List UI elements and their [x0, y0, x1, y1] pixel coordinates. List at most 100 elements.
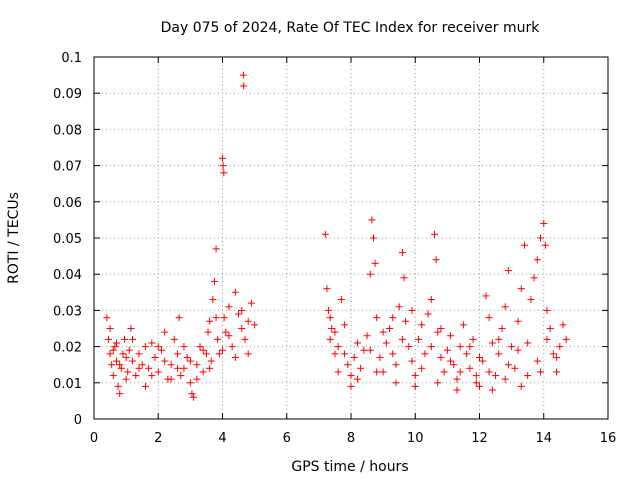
data-point — [524, 372, 532, 380]
data-point — [421, 350, 429, 358]
data-point — [440, 368, 448, 376]
data-point — [437, 325, 445, 332]
data-point — [238, 325, 246, 332]
data-point — [341, 350, 349, 358]
data-point — [520, 241, 528, 249]
data-point — [325, 306, 333, 314]
data-point — [379, 368, 387, 376]
data-point — [106, 325, 114, 332]
data-point — [469, 335, 477, 343]
data-point — [368, 216, 376, 224]
data-point — [331, 328, 339, 336]
data-point — [466, 343, 474, 351]
data-point — [472, 379, 480, 387]
data-point — [161, 357, 169, 365]
data-point — [231, 288, 239, 296]
data-point — [363, 332, 371, 340]
data-point — [373, 368, 381, 376]
data-point — [344, 361, 352, 369]
data-point — [495, 335, 503, 343]
data-point — [553, 353, 561, 361]
x-tick-label: 8 — [347, 431, 355, 446]
data-point — [453, 386, 461, 394]
x-tick-label: 12 — [471, 431, 488, 446]
data-point — [334, 368, 342, 376]
x-tick-labels: 0 2 4 6 8 10 12 14 16 — [90, 431, 616, 446]
data-point — [210, 277, 218, 285]
data-point — [559, 321, 567, 329]
data-point — [199, 368, 207, 376]
data-point — [479, 357, 487, 365]
data-point — [138, 361, 146, 369]
x-tick-label: 2 — [154, 431, 162, 446]
data-point — [459, 321, 467, 329]
y-tick-label: 0.05 — [53, 232, 82, 247]
data-point — [456, 368, 464, 376]
data-point — [472, 372, 480, 380]
data-point — [186, 357, 194, 365]
data-point — [524, 339, 532, 347]
x-tick-label: 14 — [535, 431, 552, 446]
data-point — [389, 350, 397, 358]
data-point — [199, 346, 207, 354]
data-point — [183, 353, 191, 361]
data-point — [366, 270, 374, 278]
data-point — [247, 299, 255, 307]
data-point — [122, 375, 130, 383]
data-point — [209, 296, 217, 304]
data-point — [188, 390, 196, 398]
data-point — [135, 350, 143, 358]
data-point — [337, 296, 345, 304]
data-point — [543, 306, 551, 314]
data-point — [537, 234, 545, 242]
x-tick-label: 10 — [407, 431, 424, 446]
data-point — [151, 353, 159, 361]
data-point — [408, 306, 416, 314]
data-point — [527, 296, 535, 304]
data-point — [244, 350, 252, 358]
data-point — [517, 382, 525, 390]
data-point — [104, 335, 112, 343]
data-point — [103, 314, 111, 322]
data-point — [129, 335, 137, 343]
data-point — [148, 372, 156, 380]
data-point — [334, 343, 342, 351]
data-point — [414, 335, 422, 343]
data-point — [190, 393, 198, 401]
data-point — [431, 230, 439, 238]
data-point — [408, 357, 416, 365]
data-point — [125, 346, 133, 354]
data-point — [174, 350, 182, 358]
data-points — [103, 71, 570, 401]
y-tick-labels: 0 0.01 0.02 0.03 0.04 0.05 0.06 0.07 0.08 0.09 0.1 — [53, 51, 82, 428]
data-point — [402, 317, 410, 325]
data-point — [398, 335, 406, 343]
data-point — [353, 375, 361, 383]
data-point — [157, 346, 165, 354]
data-point — [508, 343, 516, 351]
data-point — [228, 343, 236, 351]
data-point — [434, 328, 442, 336]
data-point — [432, 256, 440, 264]
data-point — [177, 372, 185, 380]
data-point — [517, 285, 525, 293]
data-point — [347, 382, 355, 390]
data-point — [376, 353, 384, 361]
data-point — [541, 241, 549, 249]
y-tick-label: 0.06 — [53, 196, 82, 211]
data-point — [154, 368, 162, 376]
data-point — [447, 332, 455, 340]
data-point — [326, 335, 334, 343]
y-tick-label: 0.01 — [53, 377, 82, 392]
data-point — [488, 386, 496, 394]
data-point — [180, 343, 188, 351]
data-point — [175, 314, 183, 322]
x-tick-label: 16 — [600, 431, 617, 446]
data-point — [476, 382, 483, 390]
data-point — [231, 353, 239, 361]
data-point — [379, 328, 387, 336]
data-point — [540, 220, 548, 228]
data-point — [501, 303, 509, 311]
data-point — [241, 335, 249, 343]
data-point — [434, 379, 442, 387]
